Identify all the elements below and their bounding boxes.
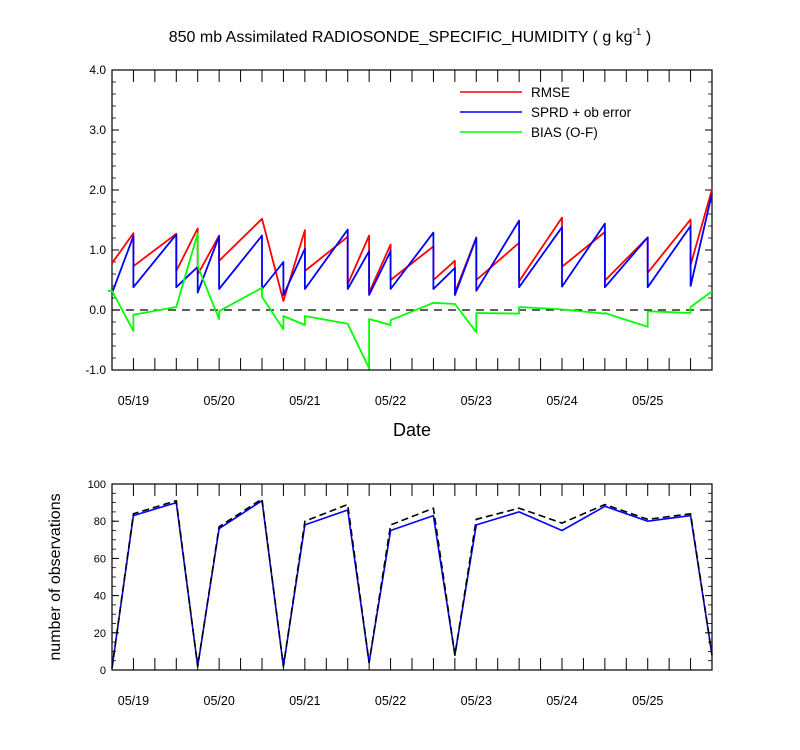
top-ytick-label: 3.0 [89,123,106,137]
bottom-xtick-label: 05/22 [375,694,406,708]
top-xtick-label: 05/23 [461,394,492,408]
bottom-xtick-label: 05/19 [118,694,149,708]
top-ytick-label: -1.0 [85,363,106,377]
top-xtick-label: 05/19 [118,394,149,408]
chart-title-sup: -1 [633,27,642,38]
legend-rmse-label: RMSE [531,85,570,100]
bottom-panel: 0 20 40 60 80 100 05/19 05/20 05/21 05/22 05/23 05/… [47,479,713,708]
top-ytick-label: 2.0 [89,183,106,197]
bottom-ytick-label: 80 [94,516,106,528]
chart-title-main: 850 mb Assimilated RADIOSONDE_SPECIFIC_H… [169,29,633,46]
bottom-y-axis-title: number of observations [47,493,64,660]
top-series-bias-o-f [107,232,713,370]
chart-title-end: ) [641,29,651,46]
x-axis-title: Date [393,420,431,440]
top-series-group [107,189,713,370]
top-series-sprd-ob-error [111,193,713,296]
top-xtick-label: 05/20 [204,394,235,408]
bottom-xtick-label: 05/23 [461,694,492,708]
legend-bias-label: BIAS (O-F) [531,125,598,140]
top-ytick-label: 4.0 [89,63,106,77]
top-xtick-label: 05/24 [546,394,577,408]
top-ytick-label: 0.0 [89,303,106,317]
bottom-xtick-label: 05/25 [632,694,663,708]
bottom-ticks: 0 20 40 60 80 100 05/19 05/20 05/21 05/22 05/23 05/… [88,479,713,708]
bottom-ytick-label: 0 [100,665,106,677]
bottom-series-total [111,498,713,669]
top-ticks: -1.0 0.0 1.0 2.0 3.0 4.0 05/19 05/20 05/21 05/22 0… [85,63,713,408]
chart-title: 850 mb Assimilated RADIOSONDE_SPECIFIC_H… [169,27,652,46]
top-xtick-label: 05/21 [289,394,320,408]
bottom-ytick-label: 100 [88,479,106,491]
bottom-xtick-label: 05/20 [204,694,235,708]
bottom-ytick-label: 40 [94,591,106,603]
legend-sprd-label: SPRD + ob error [531,105,632,120]
bottom-xtick-label: 05/24 [546,694,577,708]
bottom-xtick-label: 05/21 [289,694,320,708]
top-xtick-label: 05/22 [375,394,406,408]
bottom-ytick-label: 20 [94,628,106,640]
top-xtick-label: 05/25 [632,394,663,408]
top-series-rmse [111,189,713,302]
bottom-ytick-label: 60 [94,553,106,565]
bottom-series-group [111,498,713,669]
top-panel: -1.0 0.0 1.0 2.0 3.0 4.0 05/19 05/20 05/21 05/22 0… [85,63,713,440]
top-ytick-label: 1.0 [89,243,106,257]
legend: RMSE SPRD + ob error BIAS (O-F) [460,85,632,140]
